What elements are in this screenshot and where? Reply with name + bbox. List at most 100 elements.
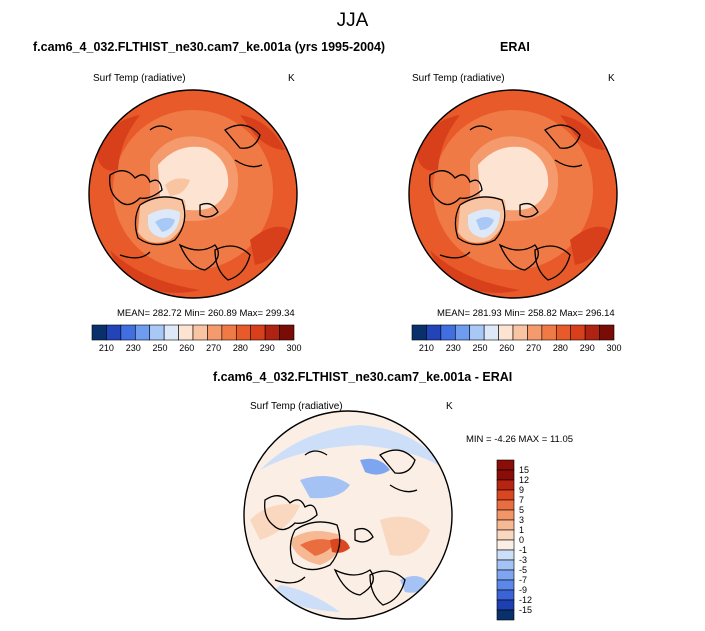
- panel3-colorbar-box: [496, 579, 515, 591]
- panel3-colorbar-box: [496, 539, 515, 551]
- panel1-boundary: [88, 89, 298, 299]
- panel2-colorbar-box: [570, 324, 586, 341]
- panel1-colorbar-box: [91, 324, 107, 341]
- panel2-colorbar-tick: 230: [446, 343, 461, 353]
- panel2-colorbar-tick: 210: [419, 343, 434, 353]
- panel3-colorbar-box: [496, 479, 515, 491]
- panel3-colorbar-box: [496, 559, 515, 571]
- panel2-boundary: [408, 89, 618, 299]
- panel3-colorbar-tick: -9: [519, 585, 527, 595]
- panel2-colorbar-box: [527, 324, 543, 341]
- panel2-colorbar-tick: 250: [473, 343, 488, 353]
- panel2-colorbar-box: [584, 324, 600, 341]
- panel1-coastlines: [109, 124, 263, 281]
- panel2-field: [409, 90, 617, 298]
- panel2-colorbar-box: [440, 324, 456, 341]
- panel2-colorbar-box: [498, 324, 514, 341]
- panel3-colorbar-tick: 12: [519, 475, 529, 485]
- panel2-colorbar-tick: 300: [606, 343, 621, 353]
- panel3-field: [244, 411, 452, 619]
- panel2-colorbar-box: [541, 324, 557, 341]
- panel1-header: f.cam6_4_032.FLTHIST_ne30.cam7_ke.001a (…: [33, 40, 386, 54]
- panel1-colorbar-tick: 290: [260, 343, 275, 353]
- panel3-colorbar-box: [496, 459, 515, 471]
- panel2-colorbar-tick: 260: [499, 343, 514, 353]
- panel2-colorbar-box: [411, 324, 427, 341]
- figure-title: JJA: [336, 10, 369, 31]
- panel2-units: K: [608, 73, 615, 84]
- panel2-header: ERAI: [500, 40, 530, 54]
- panel2-stats: MEAN= 281.93 Min= 258.82 Max= 296.14: [437, 308, 615, 319]
- panel3-coastlines: [264, 449, 418, 606]
- panel2-colorbar-box: [469, 324, 485, 341]
- panel2-colorbar-box: [454, 324, 471, 341]
- panel1-colorbar-box: [192, 324, 208, 341]
- panel1-colorbar-box: [235, 324, 252, 341]
- panel3-colorbar-tick: -15: [519, 605, 532, 615]
- panel3-colorbar-box: [496, 529, 515, 541]
- panel3-colorbar-box: [496, 489, 515, 501]
- panel2-coastlines: [429, 124, 583, 281]
- panel1-colorbar-box: [163, 324, 179, 341]
- panel1-colorbar-box: [250, 324, 266, 341]
- panel3-stats: MIN = -4.26 MAX = 11.05: [466, 434, 574, 445]
- panel1-colorbar-box: [221, 324, 237, 341]
- panel1-colorbar-box: [134, 324, 151, 341]
- panel3-colorbar-tick: 3: [519, 515, 524, 525]
- panel1-colorbar-box: [106, 324, 122, 341]
- panel3-colorbar-tick: 0: [519, 535, 524, 545]
- panel3-colorbar-box: [496, 589, 515, 601]
- panel2-variable: Surf Temp (radiative): [412, 73, 505, 84]
- panel3-colorbar-box: [496, 599, 515, 611]
- panel3-colorbar-tick: 15: [519, 465, 529, 475]
- panel3-variable: Surf Temp (radiative): [250, 401, 343, 412]
- panel2-colorbar-box: [599, 324, 615, 341]
- panel1-colorbar-tick: 280: [233, 343, 248, 353]
- panel3-boundary: [243, 410, 453, 620]
- panel3-units: K: [446, 401, 453, 412]
- panel1-variable: Surf Temp (radiative): [93, 73, 186, 84]
- panel1-stats: MEAN= 282.72 Min= 260.89 Max= 299.34: [117, 308, 295, 319]
- panel2-colorbar: 210 230 250 260 270 280 290 300: [411, 324, 622, 353]
- panel3-colorbar-tick: 9: [519, 485, 524, 495]
- panel3-colorbar-tick: -7: [519, 575, 527, 585]
- panel3-colorbar-box: [496, 549, 515, 561]
- panel1-colorbar-box: [207, 324, 223, 341]
- panel3-header: f.cam6_4_032.FLTHIST_ne30.cam7_ke.001a -…: [213, 370, 513, 384]
- panel1-colorbar-box: [279, 324, 295, 341]
- panel3-colorbar-tick: -3: [519, 555, 527, 565]
- panel1-colorbar-box: [264, 324, 280, 341]
- panel3-colorbar-tick: 1: [519, 525, 524, 535]
- panel1-colorbar: 210 230 250 260 270 280 290 300: [91, 324, 302, 353]
- panel1-colorbar-tick: 250: [153, 343, 168, 353]
- panel1-field: [89, 90, 297, 298]
- panel3-colorbar-tick: -5: [519, 565, 527, 575]
- panel2-colorbar-tick: 280: [553, 343, 568, 353]
- panel3-colorbar-box: [496, 569, 515, 581]
- panel2-colorbar-box: [426, 324, 442, 341]
- panel2-colorbar-tick: 290: [580, 343, 595, 353]
- panel1-colorbar-tick: 230: [126, 343, 141, 353]
- panel1-colorbar-tick: 270: [206, 343, 221, 353]
- panel3-colorbar-box: [496, 609, 515, 621]
- panel2-colorbar-box: [483, 324, 499, 341]
- panel1-colorbar-tick: 210: [99, 343, 114, 353]
- panel2-colorbar-box: [512, 324, 528, 341]
- panel3-colorbar-box: [496, 469, 515, 481]
- panel3-colorbar-tick: -1: [519, 545, 527, 555]
- panel3-colorbar-box: [496, 509, 515, 521]
- panel3-colorbar-box: [496, 499, 515, 511]
- panel1-units: K: [288, 73, 295, 84]
- panel2-colorbar-box: [555, 324, 572, 341]
- panel1-colorbar-tick: 300: [286, 343, 301, 353]
- panel3-colorbar-tick: 5: [519, 505, 524, 515]
- panel2-colorbar-tick: 270: [526, 343, 541, 353]
- panel1-colorbar-box: [178, 324, 194, 341]
- panel3-colorbar-tick: 7: [519, 495, 524, 505]
- panel1-colorbar-box: [149, 324, 165, 341]
- panel1-colorbar-tick: 260: [179, 343, 194, 353]
- panel1-colorbar-box: [120, 324, 136, 341]
- panel3-colorbar-box: [496, 519, 515, 531]
